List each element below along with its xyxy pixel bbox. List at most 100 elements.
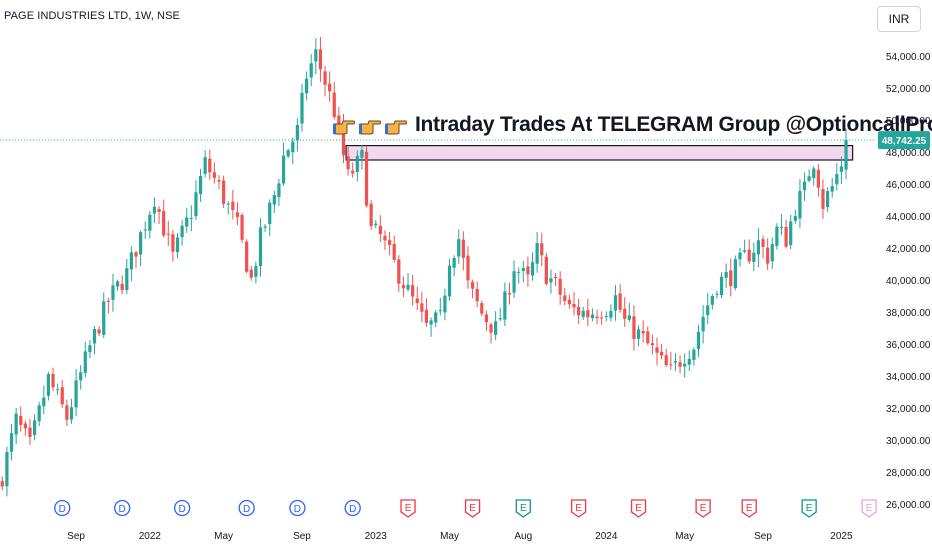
candle: [249, 265, 253, 281]
candle: [304, 71, 309, 101]
candle: [600, 311, 604, 325]
y-tick-label: 36,000.00: [886, 340, 931, 351]
candle: [383, 230, 387, 250]
candle: [673, 352, 678, 372]
candle: [507, 282, 512, 305]
candle: [235, 202, 240, 226]
earnings-marker[interactable]: E: [570, 499, 587, 518]
candle: [521, 260, 525, 283]
resistance-zone[interactable]: [345, 145, 854, 161]
candle: [369, 200, 373, 231]
candle: [23, 420, 27, 436]
candle: [157, 206, 161, 224]
y-tick-label: 54,000.00: [886, 52, 931, 63]
candle: [221, 175, 226, 209]
candle: [5, 446, 9, 497]
candle: [143, 221, 147, 240]
earnings-marker[interactable]: E: [695, 499, 711, 518]
y-tick-label: 34,000.00: [886, 372, 931, 383]
currency-selector[interactable]: INR: [877, 6, 921, 32]
earnings-marker[interactable]: E: [464, 499, 481, 518]
svg-text:E: E: [520, 503, 527, 514]
candle: [807, 169, 811, 183]
candle: [83, 341, 87, 378]
y-tick-label: 26,000.00: [886, 500, 931, 511]
candle: [0, 476, 4, 491]
svg-text:D: D: [119, 504, 126, 515]
candle: [217, 175, 221, 190]
pointing-hand-icon: [385, 117, 407, 134]
candle: [198, 168, 203, 202]
banner-text: Intraday Trades At TELEGRAM Group @Optio…: [415, 113, 932, 136]
candle: [134, 250, 138, 269]
candle: [480, 300, 484, 317]
candle: [632, 305, 636, 351]
candle: [489, 322, 493, 344]
dividend-marker[interactable]: D: [238, 499, 255, 517]
x-tick-label: 2024: [595, 531, 618, 542]
pointing-hand-icon: [333, 117, 355, 134]
dividend-marker[interactable]: D: [173, 499, 191, 517]
candle: [719, 272, 724, 299]
x-tick-label: Sep: [67, 531, 85, 542]
candle: [503, 282, 507, 326]
candle: [669, 351, 673, 370]
candle: [56, 383, 60, 396]
candle: [839, 156, 844, 184]
candle: [683, 353, 687, 378]
x-tick-label: Aug: [514, 531, 532, 542]
earnings-marker[interactable]: E: [861, 499, 877, 518]
candle: [770, 237, 774, 270]
candle: [701, 305, 705, 344]
candle: [392, 235, 396, 263]
candle: [245, 239, 249, 274]
y-tick-label: 30,000.00: [886, 436, 931, 447]
dividend-marker[interactable]: D: [114, 499, 131, 517]
candle: [88, 339, 92, 359]
candle: [277, 178, 281, 206]
candle: [401, 276, 406, 297]
candle: [678, 355, 682, 374]
y-tick-label: 40,000.00: [886, 276, 931, 287]
candle: [696, 324, 701, 357]
dividend-marker[interactable]: D: [344, 499, 361, 517]
candle: [162, 199, 166, 238]
candle: [590, 308, 595, 322]
dividend-marker[interactable]: D: [289, 499, 306, 517]
candle: [309, 54, 313, 87]
svg-text:D: D: [349, 504, 356, 515]
earnings-marker[interactable]: E: [515, 499, 531, 518]
candle: [346, 147, 350, 176]
candle: [351, 162, 355, 178]
candle: [74, 369, 78, 417]
candle: [120, 275, 124, 295]
x-tick-label: Sep: [754, 531, 772, 542]
candle: [166, 221, 170, 247]
x-tick-label: May: [214, 531, 233, 542]
candle: [19, 406, 23, 432]
resistance-zone-layer: [345, 145, 854, 161]
candle: [281, 142, 286, 186]
candle: [286, 148, 290, 159]
earnings-marker[interactable]: E: [741, 499, 757, 518]
candle: [9, 423, 14, 461]
candle: [766, 238, 770, 270]
candle: [438, 297, 442, 316]
candle: [443, 288, 447, 321]
svg-text:D: D: [59, 504, 66, 515]
earnings-marker[interactable]: E: [630, 499, 647, 518]
candle: [544, 252, 548, 286]
candle: [581, 306, 585, 320]
dividend-marker[interactable]: D: [54, 499, 71, 517]
earnings-marker[interactable]: E: [801, 499, 817, 518]
earnings-marker[interactable]: E: [400, 499, 416, 518]
candle: [742, 239, 747, 254]
candle: [65, 399, 69, 427]
y-tick-label: 32,000.00: [886, 404, 931, 415]
candle: [484, 310, 489, 331]
candle: [535, 231, 539, 273]
last-price-label: 48,742.25: [882, 136, 927, 147]
y-tick-label: 46,000.00: [886, 180, 931, 191]
candle: [240, 212, 244, 243]
candle: [540, 232, 544, 267]
